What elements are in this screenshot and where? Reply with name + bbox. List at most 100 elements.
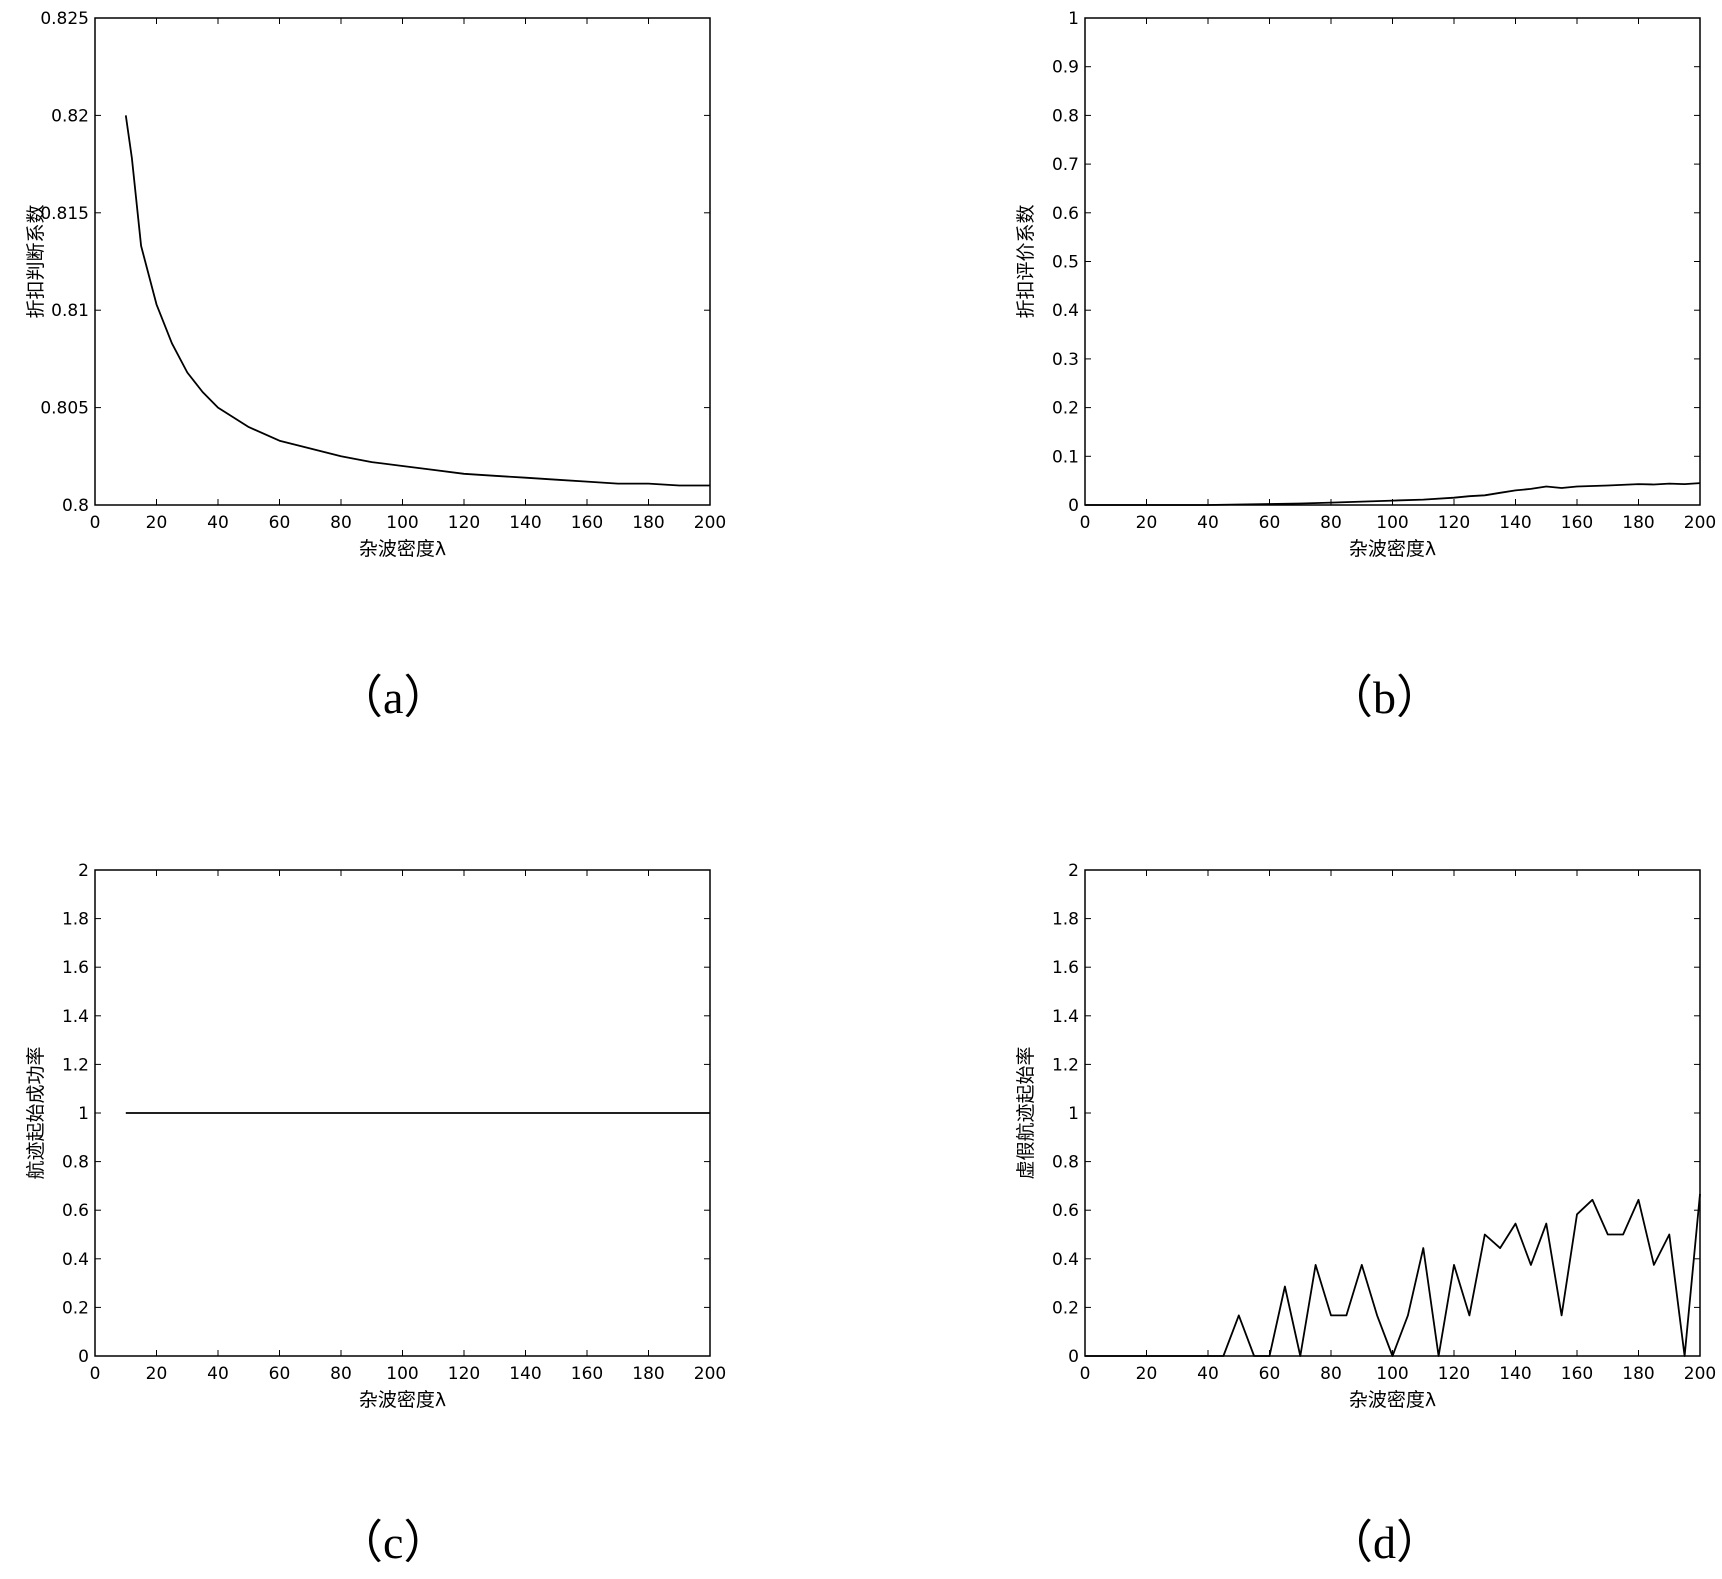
x-tick-label: 60	[1259, 513, 1281, 533]
y-tick-label: 1	[1068, 1104, 1079, 1124]
x-tick-label: 40	[207, 513, 229, 533]
y-tick-label: 1	[78, 1104, 89, 1124]
x-tick-label: 180	[1622, 1364, 1654, 1384]
x-tick-label: 20	[146, 1364, 168, 1384]
y-tick-label: 0.2	[62, 1298, 89, 1318]
y-tick-label: 1.8	[62, 910, 89, 930]
y-tick-label: 0.6	[1052, 204, 1079, 224]
x-tick-label: 100	[1376, 1364, 1408, 1384]
x-tick-label: 40	[1197, 513, 1219, 533]
x-axis-label: 杂波密度λ	[1349, 1389, 1436, 1411]
y-tick-label: 0.4	[1052, 1250, 1079, 1270]
y-tick-label: 0.6	[1052, 1201, 1079, 1221]
x-tick-label: 0	[1080, 1364, 1091, 1384]
x-tick-label: 120	[448, 1364, 480, 1384]
x-tick-label: 200	[1684, 1364, 1716, 1384]
y-tick-label: 0.81	[51, 301, 89, 321]
y-tick-label: 0.82	[51, 106, 89, 126]
x-tick-label: 160	[1561, 513, 1593, 533]
axes-frame	[1084, 869, 1701, 1357]
y-tick-label: 0	[1068, 1347, 1079, 1367]
y-axis-label: 航迹起始成功率	[25, 1046, 47, 1179]
y-tick-label: 1.4	[1052, 1007, 1079, 1027]
x-tick-label: 100	[386, 1364, 418, 1384]
y-axis-label: 折扣评价系数	[1015, 204, 1037, 318]
x-tick-label: 180	[632, 1364, 664, 1384]
y-tick-label: 0.815	[40, 204, 89, 224]
panel-caption-a: （a）	[337, 672, 450, 723]
y-tick-label: 0.5	[1052, 253, 1079, 273]
x-tick-label: 140	[1499, 513, 1531, 533]
axes-frame	[1084, 17, 1701, 506]
y-tick-label: 1.2	[62, 1055, 89, 1075]
x-tick-label: 180	[1622, 513, 1654, 533]
x-tick-label: 160	[571, 513, 603, 533]
x-axis-label: 杂波密度λ	[359, 538, 446, 560]
x-tick-label: 140	[1499, 1364, 1531, 1384]
x-tick-label: 20	[146, 513, 168, 533]
x-tick-label: 80	[1320, 1364, 1342, 1384]
x-tick-label: 200	[694, 1364, 726, 1384]
y-tick-label: 0	[1068, 496, 1079, 516]
y-tick-label: 0.805	[40, 399, 89, 419]
y-tick-label: 2	[1068, 861, 1079, 881]
y-tick-label: 0.1	[1052, 447, 1079, 467]
axes-frame	[94, 17, 711, 506]
x-tick-label: 80	[1320, 513, 1342, 533]
x-tick-label: 60	[269, 513, 291, 533]
x-tick-label: 180	[632, 513, 664, 533]
y-tick-label: 0.3	[1052, 350, 1079, 370]
x-tick-label: 120	[1438, 1364, 1470, 1384]
x-tick-label: 160	[571, 1364, 603, 1384]
y-tick-label: 1	[1068, 9, 1079, 29]
panel-caption-d: （d）	[1327, 1517, 1442, 1568]
y-tick-label: 0.825	[40, 9, 89, 29]
chart-c: 0 20 40 60 80 100 120 140 160 180 200 0 0.2 0.4 0.6 0.8…	[25, 861, 726, 1411]
x-tick-label: 20	[1136, 513, 1158, 533]
x-tick-label: 0	[90, 513, 101, 533]
y-tick-label: 1.6	[62, 958, 89, 978]
y-tick-label: 1.8	[1052, 910, 1079, 930]
y-tick-label: 0.6	[62, 1201, 89, 1221]
panel-caption-b: （b）	[1327, 672, 1442, 723]
x-tick-label: 60	[269, 1364, 291, 1384]
x-tick-label: 60	[1259, 1364, 1281, 1384]
x-tick-label: 120	[448, 513, 480, 533]
x-tick-label: 40	[1197, 1364, 1219, 1384]
x-tick-label: 120	[1438, 513, 1470, 533]
x-tick-label: 200	[694, 513, 726, 533]
x-tick-label: 80	[330, 1364, 352, 1384]
chart-a: 0 20 40 60 80 100 120 140 160 180 200 0.8 0.805 0.81 0…	[25, 9, 726, 560]
y-tick-label: 0.7	[1052, 155, 1079, 175]
x-tick-label: 0	[90, 1364, 101, 1384]
y-axis-label: 虚假航迹起始率	[1015, 1046, 1037, 1179]
y-tick-label: 0.9	[1052, 58, 1079, 78]
series-line	[1085, 1193, 1701, 1357]
x-tick-label: 140	[509, 513, 541, 533]
x-tick-label: 20	[1136, 1364, 1158, 1384]
y-tick-label: 0.8	[62, 1153, 89, 1173]
panel-caption-c: （c）	[337, 1517, 450, 1568]
series-line	[124, 115, 710, 487]
x-axis-label: 杂波密度λ	[1349, 538, 1436, 560]
y-tick-label: 1.4	[62, 1007, 89, 1027]
x-tick-label: 0	[1080, 513, 1091, 533]
x-axis-label: 杂波密度λ	[359, 1389, 446, 1411]
series-line	[1085, 482, 1701, 506]
x-tick-label: 160	[1561, 1364, 1593, 1384]
x-tick-label: 80	[330, 513, 352, 533]
x-tick-label: 40	[207, 1364, 229, 1384]
x-tick-label: 100	[1376, 513, 1408, 533]
y-tick-label: 0.8	[62, 496, 89, 516]
y-tick-label: 0	[78, 1347, 89, 1367]
y-tick-label: 0.8	[1052, 1153, 1079, 1173]
chart-d: 0 20 40 60 80 100 120 140 160 180 200 0 0.2 0.4 0.6 0.8…	[1015, 861, 1716, 1411]
x-tick-label: 200	[1684, 513, 1716, 533]
x-tick-label: 100	[386, 513, 418, 533]
y-axis-label: 折扣判断系数	[25, 204, 47, 318]
y-tick-label: 1.2	[1052, 1055, 1079, 1075]
y-tick-label: 0.4	[62, 1250, 89, 1270]
y-tick-label: 1.6	[1052, 958, 1079, 978]
x-tick-label: 140	[509, 1364, 541, 1384]
y-tick-label: 0.2	[1052, 399, 1079, 419]
